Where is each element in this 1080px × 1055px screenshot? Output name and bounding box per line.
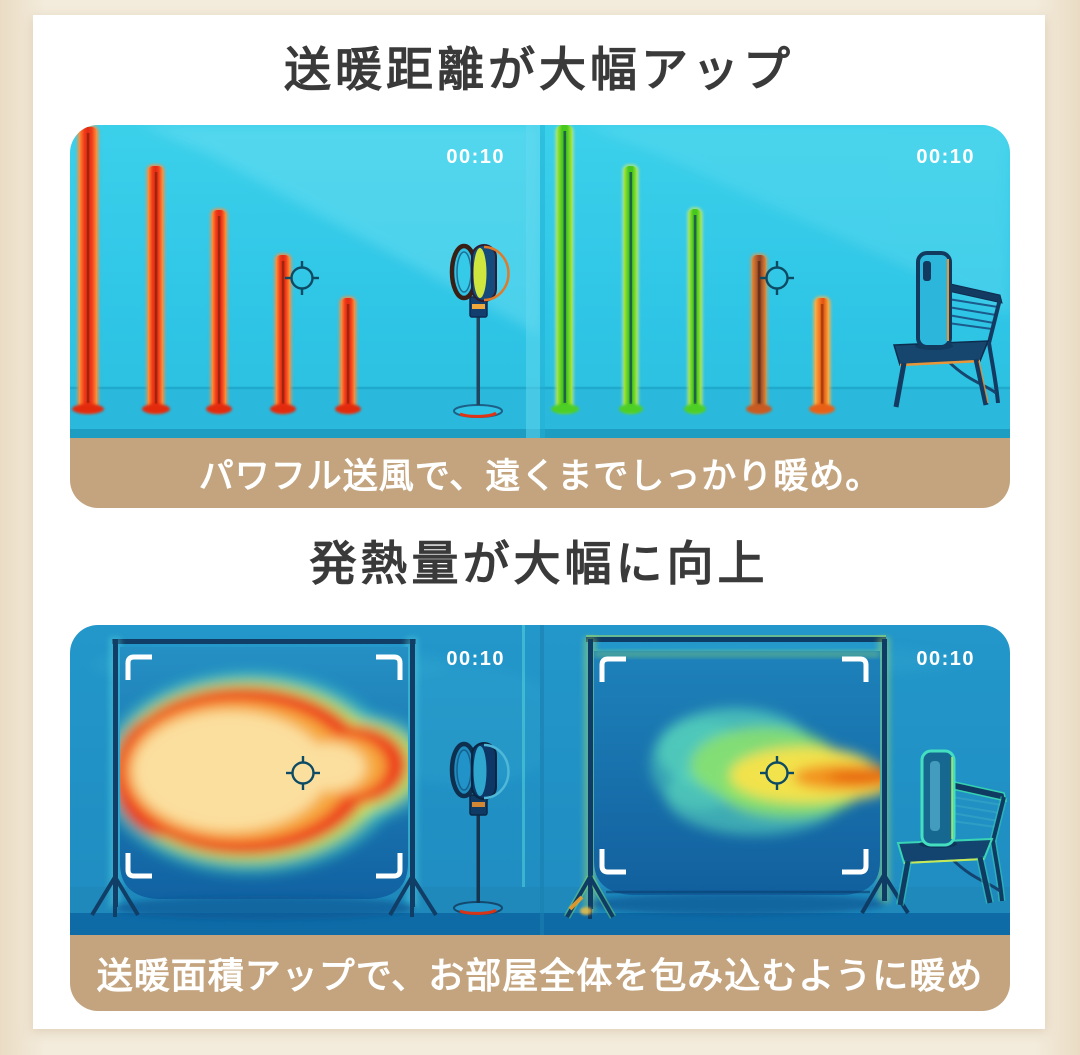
backdrop-stand-legs	[90, 875, 438, 917]
thermal-panel-old-product: 00:10	[540, 125, 1010, 438]
timer-label: 00:10	[446, 146, 505, 168]
section1-caption: パワフル送風で、遠くまでしっかり暖め。	[70, 438, 1010, 508]
chair-with-heater	[896, 749, 1008, 906]
content-card: 送暖距離が大幅アップ	[33, 15, 1045, 1029]
timer-label: 00:10	[916, 648, 975, 670]
section2-caption: 送暖面積アップで、お部屋全体を包み込むように暖め	[70, 935, 1010, 1011]
heated-poles-hot	[72, 125, 361, 414]
section1-block: 00:10	[70, 125, 1010, 508]
heater-fan	[449, 243, 510, 418]
section2-caption-text: 送暖面積アップで、お部屋全体を包み込むように暖め	[96, 955, 984, 996]
backdrop-stand-legs	[563, 873, 910, 919]
timer-label: 00:10	[446, 648, 505, 670]
chair-with-heater	[893, 251, 1003, 408]
timer-label: 00:10	[916, 146, 975, 168]
heated-poles-cool	[551, 125, 835, 414]
heat-blob-large	[120, 671, 408, 875]
section1-title: 送暖距離が大幅アップ	[284, 43, 794, 96]
thermal-comparison-distance: 00:10	[70, 125, 1010, 438]
section1-caption-text: パワフル送風で、遠くまでしっかり暖め。	[198, 456, 882, 496]
thermal-comparison-heat-area: 00:10	[70, 625, 1010, 935]
heater-fan	[449, 741, 510, 915]
thermal-panel-new-product: 00:10	[70, 125, 540, 438]
heat-plume-small	[650, 708, 880, 835]
thermal-panel-small-heat: 00:10	[540, 625, 1010, 935]
thermal-panel-wide-heat: 00:10	[70, 625, 570, 935]
section2-block: 00:10	[70, 625, 1010, 1011]
section2-title: 発熱量が大幅に向上	[309, 537, 769, 590]
